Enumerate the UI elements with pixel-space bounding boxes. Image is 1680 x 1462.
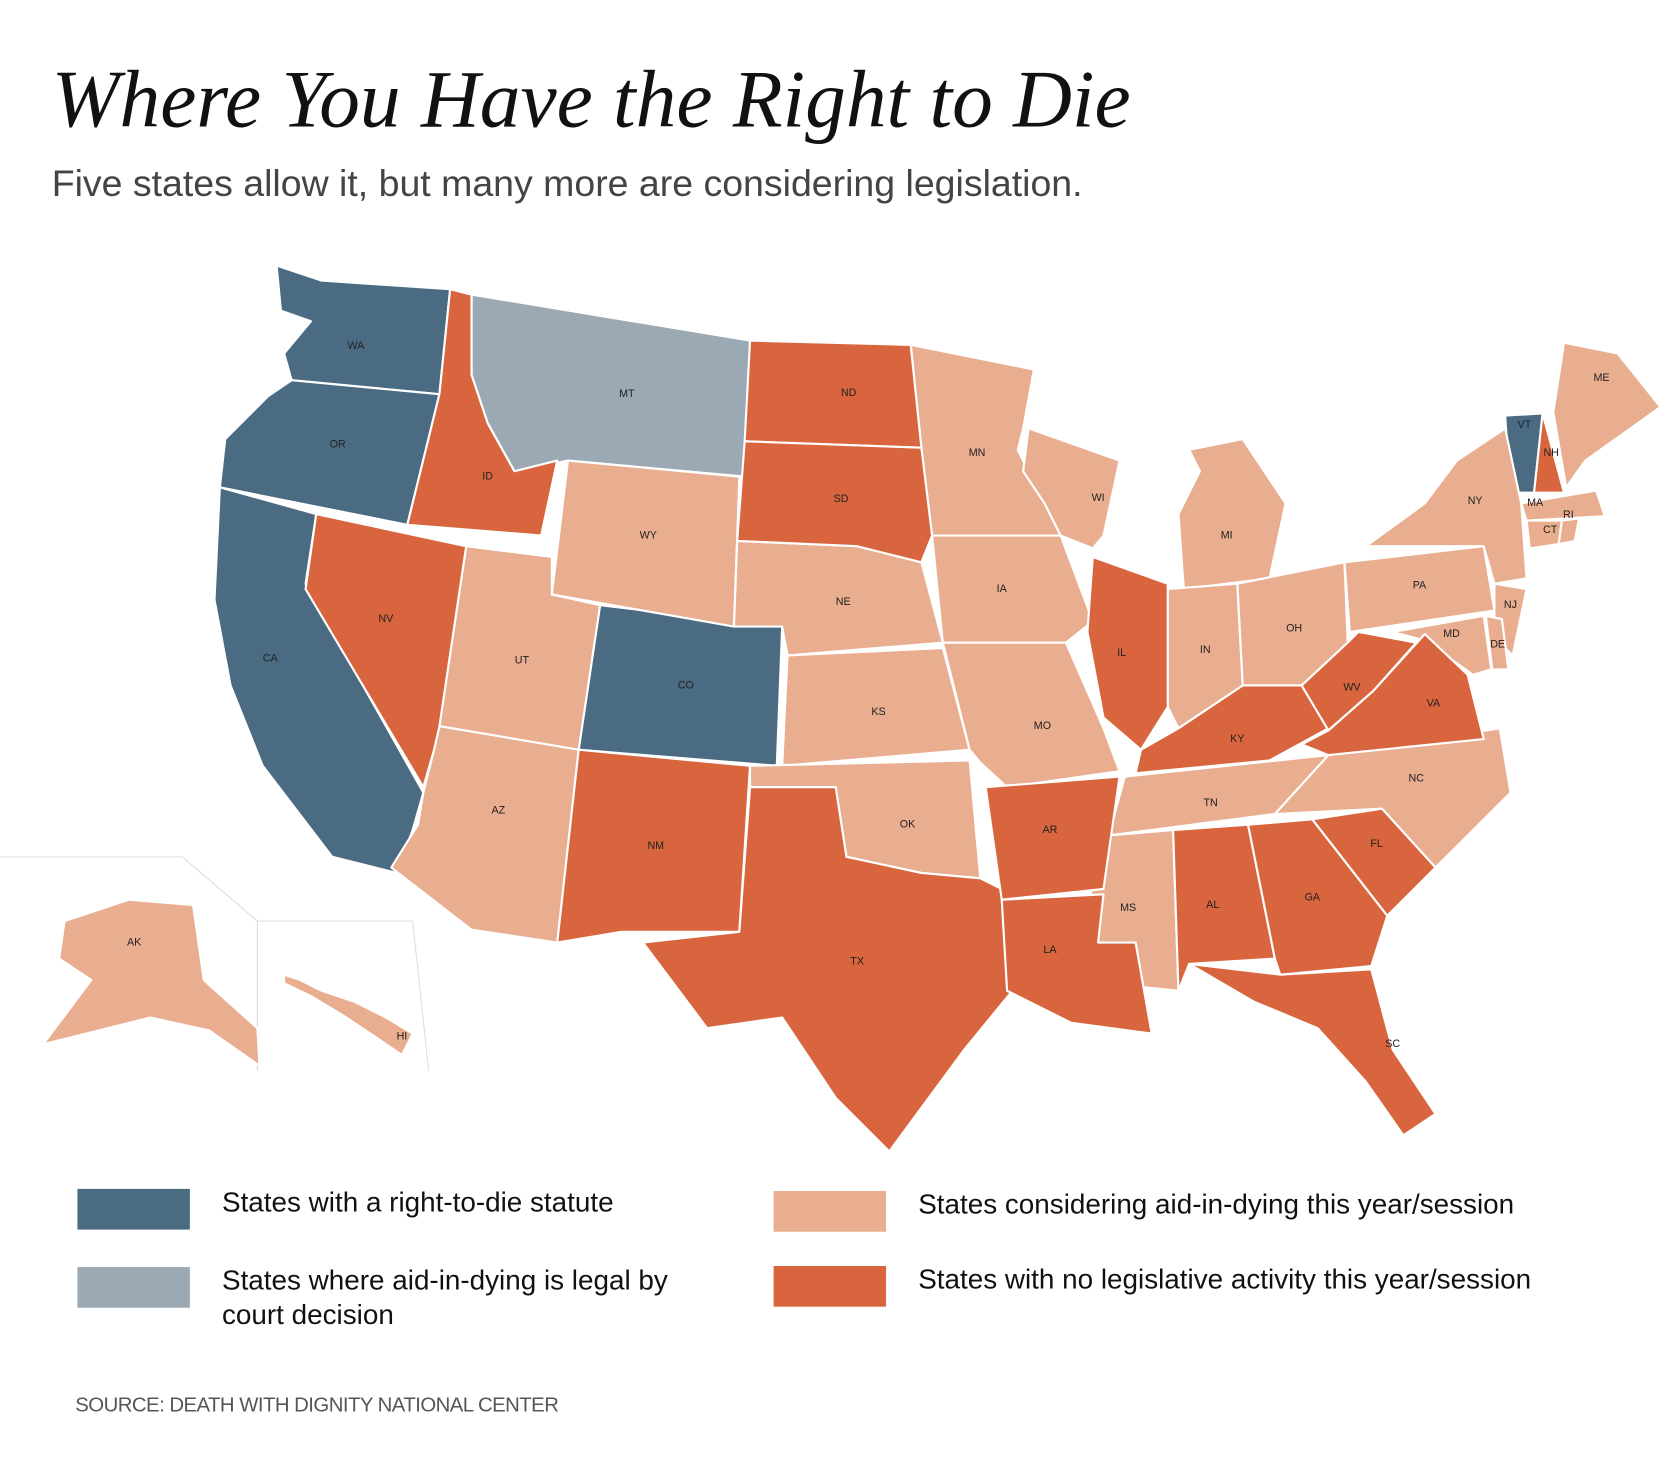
legend-label: States with no legislative activity this… — [918, 1262, 1532, 1295]
state-label: MD — [1443, 628, 1460, 640]
state-label: SD — [834, 493, 849, 505]
state — [275, 264, 452, 396]
state-label: IN — [1200, 644, 1211, 656]
state-label: IA — [997, 583, 1008, 595]
legend-label-box: States where aid-in-dying is legal by co… — [221, 1263, 668, 1331]
state-label: WI — [1092, 492, 1105, 504]
state-label: FL — [1370, 838, 1383, 850]
state-label: WY — [640, 529, 657, 541]
state — [1552, 341, 1662, 489]
state — [743, 339, 923, 449]
legend-swatch — [773, 1265, 887, 1307]
state — [304, 513, 468, 789]
state-label: KS — [871, 706, 885, 718]
state-label: NM — [647, 840, 664, 852]
state — [1022, 427, 1121, 550]
state — [1311, 807, 1437, 917]
state-label: NV — [378, 613, 394, 625]
state-label: AL — [1206, 899, 1219, 911]
state — [470, 293, 752, 478]
state-label: ME — [1593, 372, 1609, 384]
legend-label-box: States with no legislative activity this… — [918, 1262, 1532, 1295]
state-label: NY — [1468, 495, 1483, 507]
state-label: NJ — [1504, 599, 1517, 611]
state — [283, 973, 414, 1057]
state — [1557, 517, 1581, 546]
state-label: MO — [1034, 720, 1051, 732]
state-label: SC — [1385, 1038, 1400, 1050]
state — [1532, 412, 1566, 494]
state-label: AR — [1042, 824, 1057, 836]
state — [941, 641, 1121, 789]
legend: States with a right-to-die statute States… — [77, 1185, 1532, 1331]
inset-frame — [0, 856, 258, 1072]
state — [556, 748, 752, 944]
state — [641, 786, 1014, 1153]
state — [931, 534, 1094, 644]
inset-frame — [257, 920, 430, 1072]
state — [42, 898, 261, 1067]
state — [736, 440, 934, 564]
state-label: TX — [850, 956, 864, 968]
legend-label: States with a right-to-die statute — [221, 1185, 614, 1218]
state-label: OH — [1286, 623, 1302, 635]
subtitle: Five states allow it, but many more are … — [52, 162, 1083, 204]
legend-label-box: States with a right-to-die statute — [221, 1185, 614, 1218]
state-label: HI — [397, 1031, 408, 1043]
state-label: MS — [1120, 902, 1136, 914]
legend-swatch — [77, 1267, 190, 1308]
legend-label: States where aid-in-dying is legal by co… — [221, 1263, 668, 1331]
state-label: VA — [1427, 698, 1441, 710]
state-label: LA — [1043, 944, 1057, 956]
state — [1172, 823, 1276, 992]
state-label: WV — [1343, 681, 1361, 693]
legend-label: States considering aid-in-dying this yea… — [918, 1187, 1515, 1220]
state — [1300, 632, 1485, 757]
state-label: RI — [1563, 509, 1574, 521]
state-label: VT — [1518, 419, 1532, 431]
state-label: UT — [515, 655, 530, 667]
state-label: CT — [1543, 524, 1558, 536]
state — [984, 775, 1121, 901]
us-map: WA OR CA CO VT MT AK HI UT WY AZ NE KS OK MN IA MO WI MI IN… — [0, 264, 1662, 1153]
state-label: DE — [1490, 639, 1505, 651]
state-label: MN — [969, 447, 986, 459]
state-label: AK — [127, 936, 142, 948]
state — [1520, 489, 1606, 522]
title: Where You Have the Right to Die — [52, 53, 1131, 144]
legend-label-box: States considering aid-in-dying this yea… — [918, 1187, 1515, 1220]
state-label: OR — [330, 438, 346, 450]
state-label: IL — [1117, 647, 1126, 659]
state-label: PA — [1413, 580, 1427, 592]
state — [1177, 438, 1287, 591]
state — [1484, 614, 1510, 671]
state-label: MT — [619, 388, 635, 400]
state — [406, 288, 559, 537]
state-label: ND — [841, 387, 857, 399]
state-label: CA — [263, 653, 279, 665]
state-label: KY — [1230, 733, 1244, 745]
state-label: OK — [900, 819, 916, 831]
source: SOURCE: DEATH WITH DIGNITY NATIONAL CENT… — [75, 1395, 558, 1417]
state-label: GA — [1305, 891, 1321, 903]
state-label: MA — [1527, 497, 1544, 509]
state-label: NC — [1408, 772, 1424, 784]
state-label: NE — [836, 596, 851, 608]
state-label: TN — [1203, 797, 1217, 809]
state-label: AZ — [491, 805, 505, 817]
state — [1000, 893, 1153, 1035]
state-label: WA — [347, 340, 365, 352]
state-label: CO — [678, 679, 694, 691]
state-label: NH — [1543, 447, 1558, 459]
legend-swatch — [773, 1191, 887, 1232]
state — [1188, 962, 1437, 1137]
legend-swatch — [77, 1188, 190, 1230]
state-label: ID — [482, 470, 493, 482]
state-label: MI — [1221, 529, 1233, 541]
